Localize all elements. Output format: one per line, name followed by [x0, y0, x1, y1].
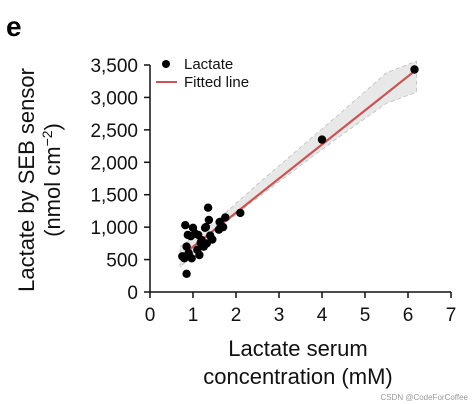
data-point [218, 222, 228, 232]
data-point [182, 242, 191, 251]
y-tick-label: 2,000 [90, 153, 138, 174]
y-tick-label: 500 [106, 251, 138, 272]
data-point [317, 135, 327, 144]
legend-marker-lactate [162, 60, 170, 68]
legend-label-fitted-line: Fitted line [184, 74, 249, 91]
y-axis-ticks: 0 500 1,000 1,500 2,000 2,500 3,000 3,500 [90, 56, 150, 304]
y-axis-title-line1: Lactate by SEB sensor [14, 68, 39, 292]
watermark: CSDN @CodeForCoffee [380, 393, 468, 402]
x-tick-label: 3 [274, 305, 285, 326]
data-point [208, 235, 217, 244]
y-tick-label: 1,000 [90, 218, 138, 239]
y-axis-title-close: ) [40, 123, 65, 130]
x-tick-label: 4 [317, 305, 328, 326]
x-axis-title-line1: Lactate serum [228, 336, 367, 361]
data-point [201, 222, 211, 232]
x-tick-label: 6 [403, 305, 414, 326]
data-point [195, 250, 204, 260]
x-tick-label: 5 [360, 305, 371, 326]
x-tick-label: 0 [145, 305, 156, 326]
data-point [181, 221, 190, 230]
x-tick-label: 1 [188, 305, 199, 326]
y-axis-title-exponent: −2 [39, 130, 55, 146]
data-point [204, 215, 214, 225]
y-tick-label: 3,500 [90, 56, 138, 77]
y-tick-label: 3,000 [90, 88, 138, 109]
y-axis-title-unit: (nmol cm [40, 146, 65, 236]
x-tick-label: 2 [231, 305, 242, 326]
legend-label-lactate: Lactate [184, 56, 233, 73]
data-point [187, 254, 196, 263]
y-tick-label: 0 [127, 283, 138, 304]
plot-area [178, 60, 419, 278]
legend: Lactate Fitted line [156, 56, 249, 91]
data-point [182, 269, 191, 278]
panel-label: e [6, 11, 22, 42]
x-axis-ticks: 0 1 2 3 4 5 6 7 [145, 292, 457, 326]
x-axis-title-line2: concentration (mM) [203, 364, 393, 389]
data-point [236, 208, 245, 218]
x-tick-label: 7 [446, 305, 457, 326]
data-point [410, 65, 419, 74]
y-axis-title-line2: (nmol cm−2) [39, 123, 65, 237]
y-tick-label: 2,500 [90, 121, 138, 142]
data-point [221, 213, 230, 222]
data-point [203, 203, 213, 212]
y-tick-label: 1,500 [90, 186, 138, 207]
